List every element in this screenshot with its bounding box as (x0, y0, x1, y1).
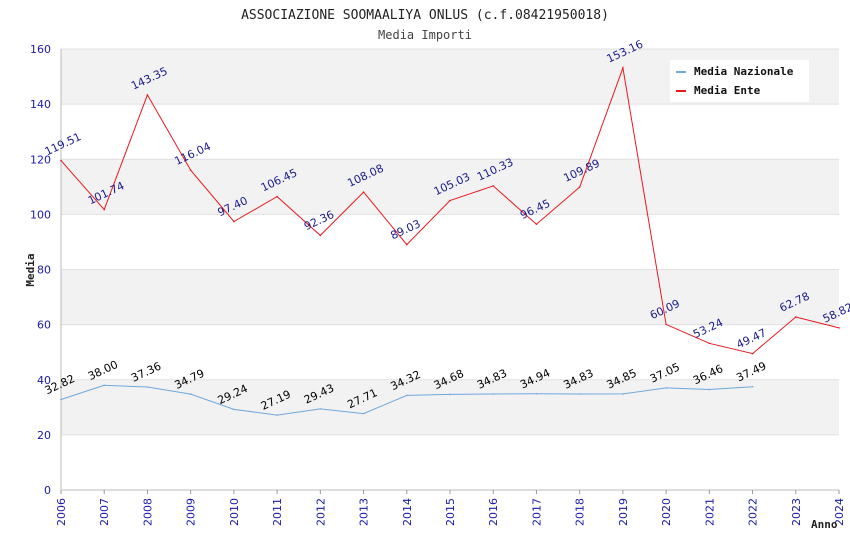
x-tick-label: 2008 (141, 498, 154, 526)
data-point (449, 199, 451, 202)
y-tick-labels: 0 20 40 60 80 100 120 140 160 (30, 43, 51, 497)
x-tick-label: 2020 (660, 498, 673, 526)
data-point (103, 208, 106, 211)
data-label: 49.47 (734, 326, 768, 351)
y-tick-label: 140 (30, 98, 51, 111)
y-tick-label: 60 (37, 319, 51, 332)
data-point (189, 393, 192, 395)
data-point (405, 394, 408, 397)
data-point (60, 398, 62, 401)
x-tick-label: 2014 (401, 498, 414, 526)
data-point (233, 408, 235, 411)
data-point (665, 323, 667, 326)
data-point (276, 195, 278, 198)
x-tick-label: 2023 (790, 498, 803, 526)
y-axis-label: Media (24, 253, 37, 286)
data-point (362, 412, 365, 415)
x-tick-label: 2013 (358, 498, 371, 526)
x-tick-label: 2016 (487, 498, 500, 526)
data-point (492, 185, 495, 187)
data-point (233, 220, 235, 223)
x-tick-labels: 2006 2007 2008 2009 2010 2011 2012 2013 2014 2015… (55, 490, 846, 526)
x-tick-label: 2006 (55, 498, 68, 526)
chart-subtitle: Media Importi (378, 28, 472, 42)
data-label: 119.51 (43, 130, 83, 158)
y-tick-label: 40 (37, 374, 51, 387)
x-tick-label: 2009 (185, 498, 198, 526)
y-tick-label: 0 (44, 484, 51, 497)
data-point (405, 243, 408, 246)
data-point (578, 186, 581, 188)
x-tick-label: 2021 (703, 498, 716, 526)
data-point (622, 67, 624, 69)
x-tick-label: 2012 (314, 498, 327, 526)
legend-box (670, 60, 809, 102)
data-point (492, 393, 495, 395)
x-tick-label: 2018 (574, 498, 587, 526)
data-point (189, 169, 192, 171)
y-tick-label: 120 (30, 153, 51, 166)
data-label: 89.03 (389, 217, 423, 242)
x-tick-label: 2015 (444, 498, 457, 526)
x-tick-label: 2022 (747, 498, 760, 526)
data-point (708, 388, 711, 391)
data-point (751, 385, 754, 388)
data-point (146, 386, 149, 388)
data-point (535, 223, 538, 225)
data-point (578, 393, 581, 395)
y-tick-label: 100 (30, 208, 51, 221)
x-tick-label: 2019 (617, 498, 630, 526)
data-point (708, 342, 711, 345)
x-tick-label: 2007 (98, 498, 111, 526)
x-tick-label: 2011 (271, 498, 284, 526)
data-point (319, 234, 322, 237)
data-point (535, 392, 538, 395)
data-point (622, 393, 624, 395)
legend-label-media-ente: Media Ente (694, 84, 761, 97)
chart-title: ASSOCIAZIONE SOOMAALIYA ONLUS (c.f.08421… (241, 8, 609, 23)
series-lines (60, 65, 840, 416)
data-point (838, 327, 840, 329)
legend-label-media-nazionale: Media Nazionale (694, 65, 794, 78)
data-point (146, 94, 149, 96)
data-point (103, 384, 106, 387)
x-tick-label: 2017 (530, 498, 543, 526)
data-point (794, 316, 797, 318)
background-band (61, 269, 839, 325)
y-tick-label: 20 (37, 429, 51, 442)
data-point (276, 414, 278, 416)
data-point (60, 159, 62, 162)
y-tick-label: 80 (37, 264, 51, 277)
background-band (61, 159, 839, 215)
x-axis-label: Anno (811, 518, 838, 531)
x-tick-label: 2010 (228, 498, 241, 526)
x-tick-label: 2024 (833, 498, 846, 526)
data-point (319, 408, 322, 410)
data-point (449, 393, 451, 396)
legend: Media Nazionale Media Ente (670, 60, 809, 102)
y-tick-label: 160 (30, 43, 51, 56)
data-point (751, 352, 754, 355)
data-point (665, 387, 667, 389)
data-point (362, 191, 365, 193)
